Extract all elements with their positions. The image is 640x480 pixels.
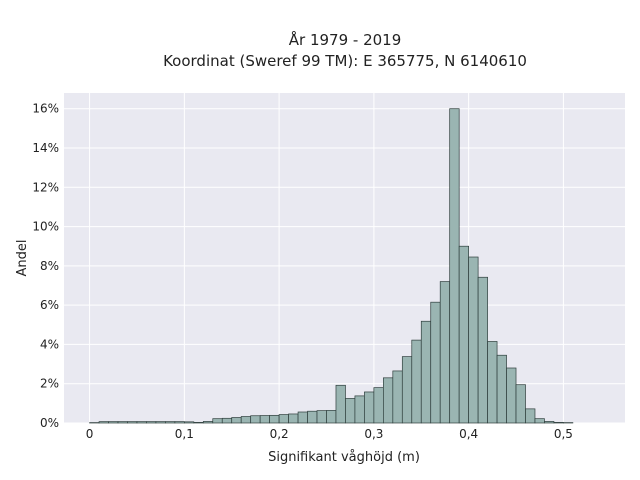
y-axis-ticks: 0% 2% 4% 6% 8% 10% 12% 14% 16% (32, 102, 59, 430)
y-tick-label: 6% (40, 298, 59, 312)
histogram-bar (458, 245, 469, 424)
x-tick-label: 0 (86, 427, 94, 441)
histogram-bar (477, 276, 488, 424)
histogram-bar (307, 410, 318, 424)
histogram-bar (468, 256, 479, 424)
histogram-bar (335, 384, 346, 424)
histogram-bar (544, 421, 555, 424)
histogram-bar (373, 387, 384, 424)
y-tick-label: 14% (32, 141, 59, 155)
histogram-bar (146, 421, 157, 424)
histogram-bar (506, 367, 517, 424)
histogram-bar (420, 320, 432, 424)
y-tick-label: 0% (40, 416, 59, 430)
histogram-bar (221, 417, 233, 424)
y-tick-label: 12% (32, 180, 59, 194)
histogram-bar (392, 370, 403, 424)
histogram-bars (89, 108, 574, 424)
histogram-bar (250, 415, 261, 424)
x-axis-ticks: 0 0,1 0,2 0,3 0,4 0,5 (86, 427, 573, 441)
gridlines (64, 93, 625, 424)
histogram-bar (165, 421, 176, 424)
histogram-bar (411, 339, 422, 424)
histogram-bar (212, 418, 223, 424)
histogram-bar (449, 108, 460, 424)
histogram-bar (98, 421, 109, 424)
histogram-bar (231, 417, 242, 424)
histogram-bar (401, 356, 413, 424)
histogram-bar (487, 341, 498, 424)
histogram-bar (496, 354, 507, 424)
histogram-bar (534, 418, 545, 424)
y-tick-label: 4% (40, 337, 59, 351)
histogram-bar (553, 422, 564, 424)
histogram-bar (364, 391, 375, 424)
chart-title-line-1: År 1979 - 2019 (289, 30, 402, 49)
y-tick-label: 2% (40, 377, 59, 391)
chart-title-line-2: Koordinat (Sweref 99 TM): E 365775, N 61… (163, 52, 527, 70)
histogram-bar (117, 421, 128, 424)
histogram-bar (383, 377, 394, 424)
y-tick-label: 10% (32, 220, 59, 234)
histogram-bar (193, 422, 204, 424)
histogram-bar (269, 414, 280, 424)
histogram-bar (525, 408, 536, 424)
histogram-bar (297, 411, 308, 424)
histogram-bar (240, 416, 252, 424)
histogram-bar (326, 410, 337, 424)
histogram-bar (136, 421, 147, 424)
x-tick-label: 0,4 (459, 427, 478, 441)
y-tick-label: 8% (40, 259, 59, 273)
histogram-bar (515, 384, 526, 424)
histogram-bar (345, 398, 356, 424)
histogram-bar (127, 421, 138, 424)
histogram-bar (430, 301, 441, 424)
x-tick-label: 0,1 (175, 427, 194, 441)
histogram-bar (288, 413, 299, 424)
y-tick-label: 16% (32, 102, 59, 116)
histogram-bar (316, 410, 327, 424)
histogram-bar (278, 414, 289, 424)
histogram-bar (108, 421, 119, 424)
histogram-bar (354, 395, 365, 424)
histogram-bar (183, 421, 195, 424)
x-tick-label: 0,2 (270, 427, 289, 441)
x-axis-label: Signifikant våghöjd (m) (268, 450, 420, 465)
y-axis-label: Andel (15, 240, 30, 277)
histogram-bar (202, 421, 214, 424)
histogram-bar (174, 421, 185, 424)
x-tick-label: 0,5 (554, 427, 573, 441)
histogram-bar (155, 421, 166, 424)
histogram-bar (259, 415, 270, 424)
x-tick-label: 0,3 (364, 427, 383, 441)
plot-area (64, 93, 625, 423)
histogram-bar (439, 281, 451, 424)
